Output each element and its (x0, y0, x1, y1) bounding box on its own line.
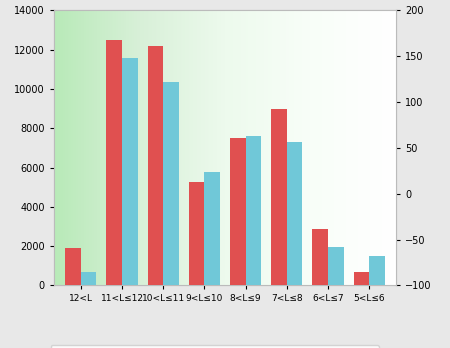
Bar (230, 138, 246, 285)
Bar (204, 173, 220, 285)
Bar (163, 82, 179, 285)
Bar (122, 57, 138, 285)
Bar (246, 136, 261, 285)
Bar (189, 182, 204, 285)
Bar (287, 142, 302, 285)
Bar (328, 247, 344, 285)
Bar (369, 256, 385, 285)
Bar (271, 109, 287, 285)
Bar (148, 46, 163, 285)
Bar (312, 229, 328, 285)
Bar (106, 40, 122, 285)
Bar (65, 248, 81, 285)
Legend: Jan. - Oct. 2011, Jan. - Oct. 2010, Year-on-year growth: Jan. - Oct. 2011, Jan. - Oct. 2010, Year… (50, 345, 379, 348)
Bar (354, 272, 369, 285)
Bar (81, 272, 96, 285)
